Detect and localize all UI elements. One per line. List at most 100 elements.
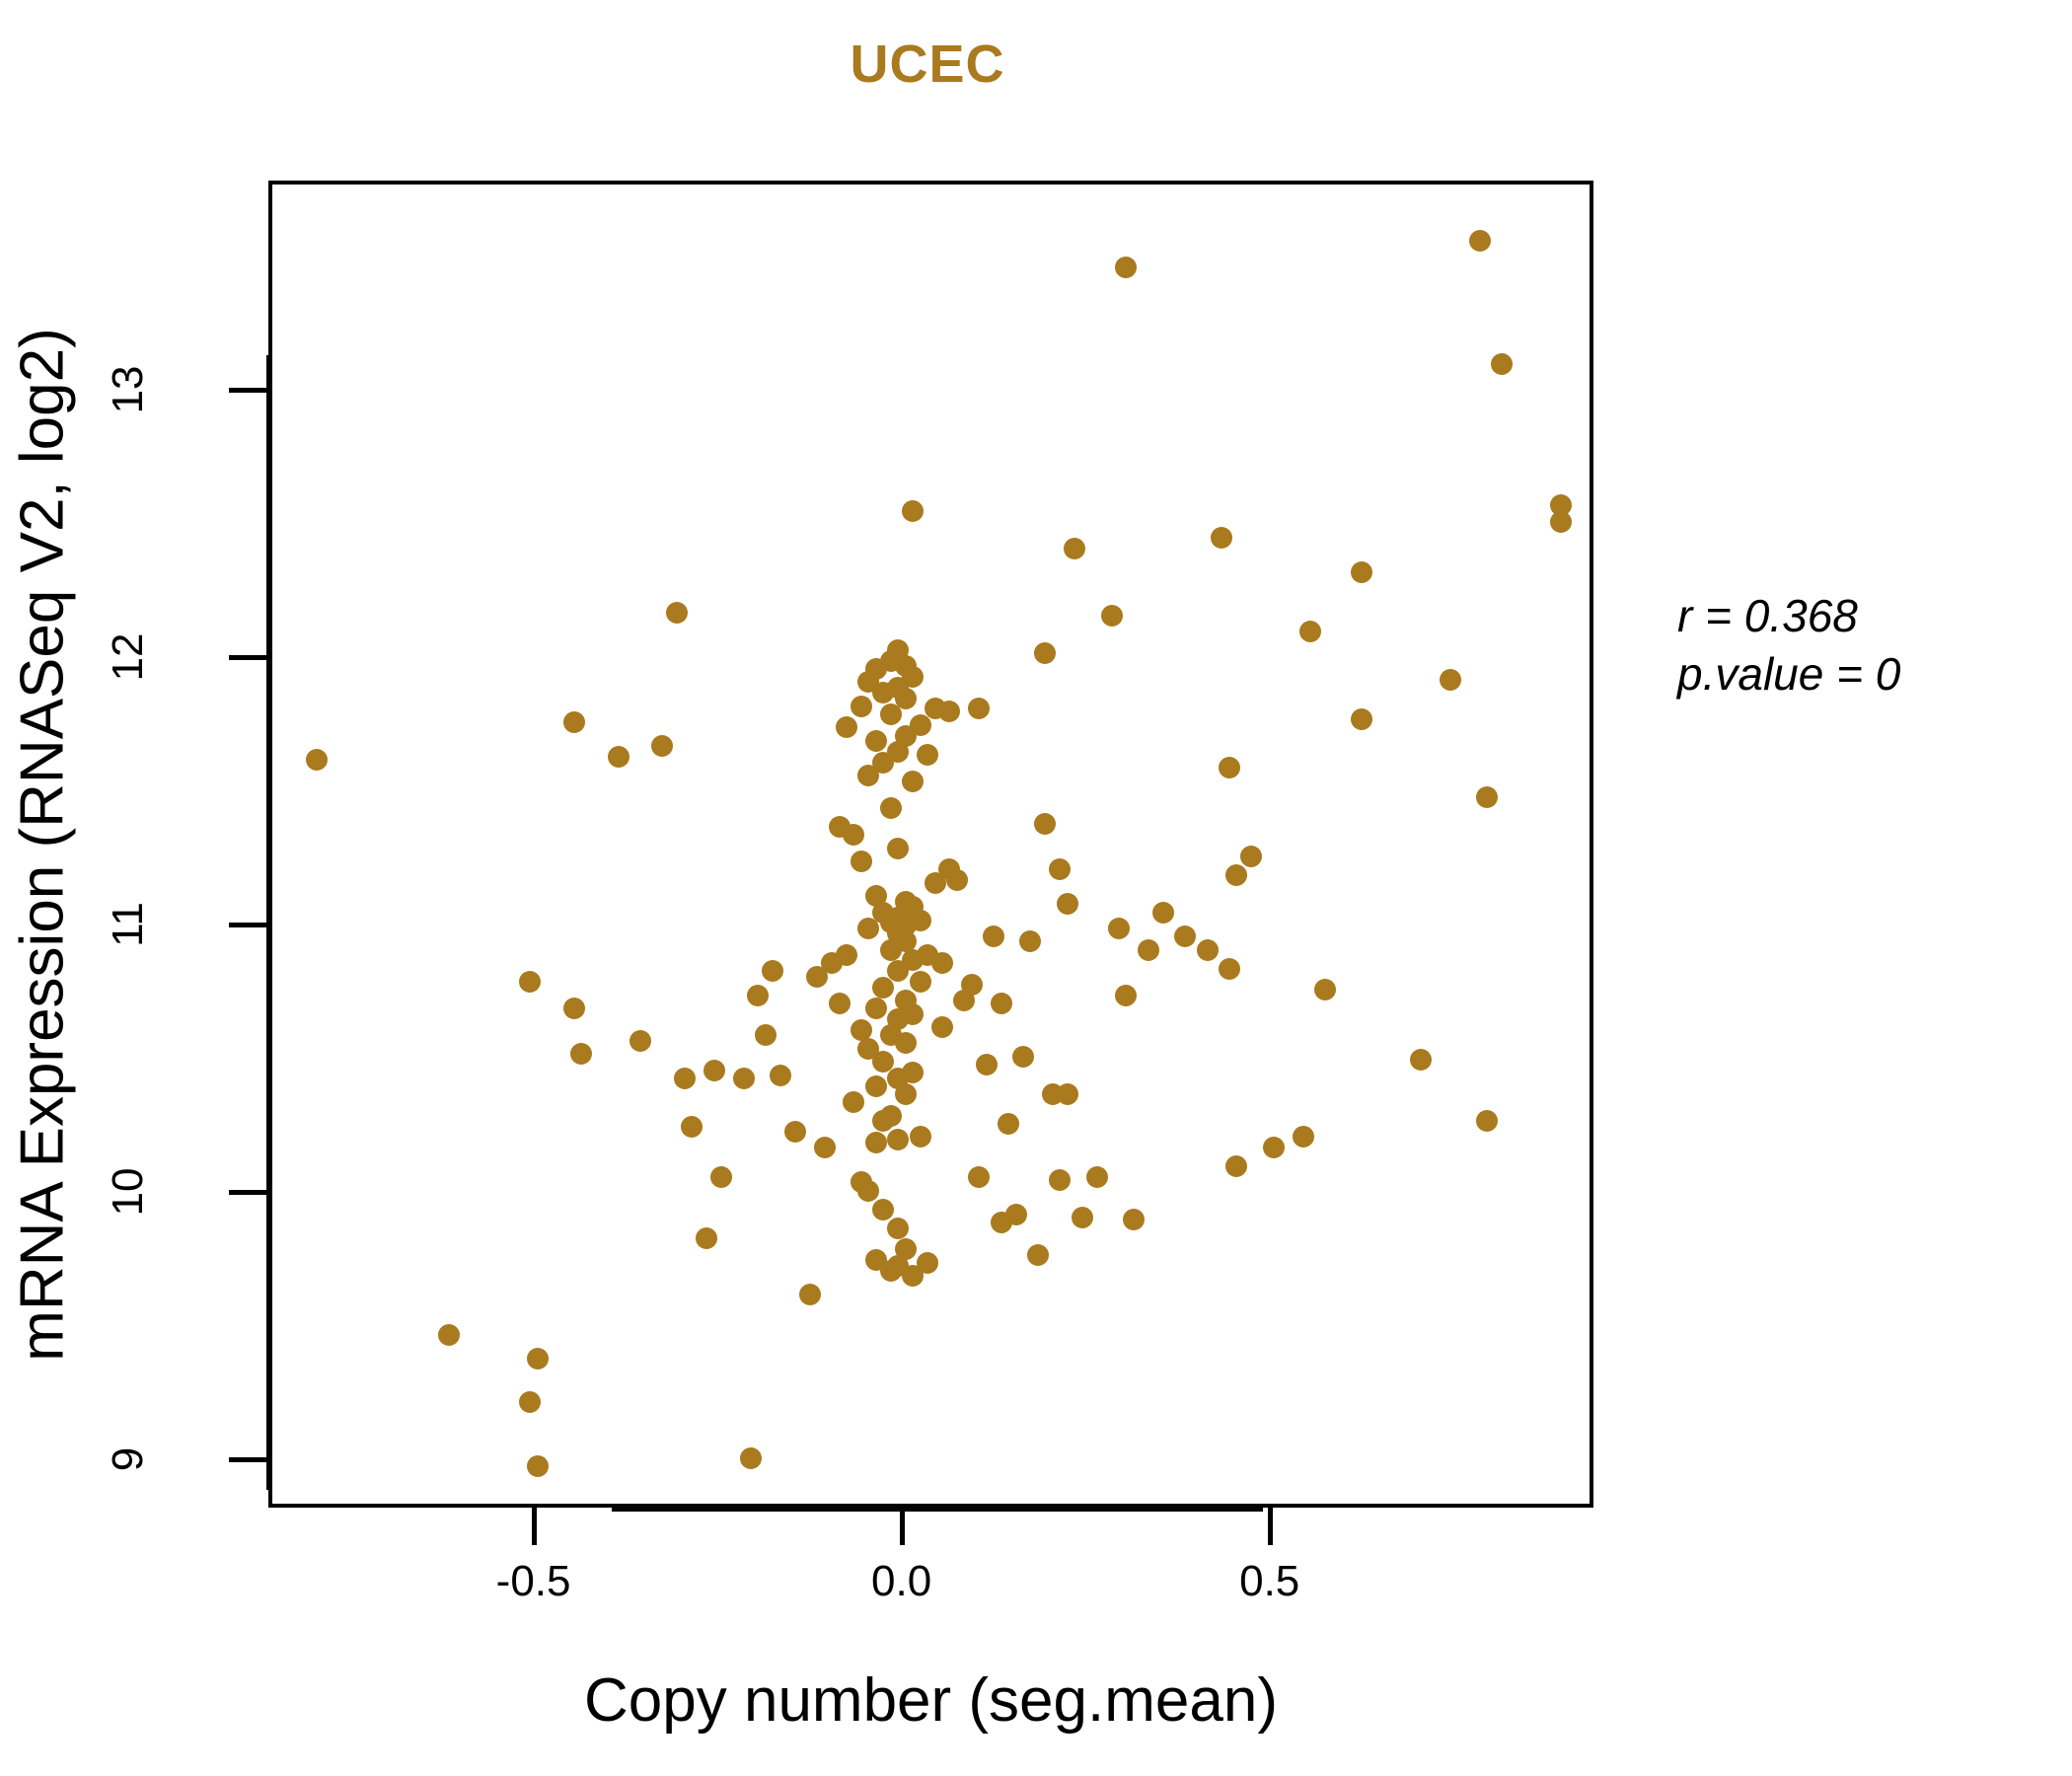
data-point <box>1491 352 1513 375</box>
data-point <box>887 1217 910 1239</box>
data-point <box>843 1091 865 1114</box>
y-axis-tick-label: 13 <box>104 365 152 413</box>
data-point <box>519 971 542 994</box>
data-point <box>924 871 946 894</box>
data-point <box>629 1029 652 1052</box>
data-point <box>754 1024 777 1047</box>
data-point <box>747 984 770 1006</box>
y-axis-tick-label: 10 <box>104 1167 152 1217</box>
y-axis-tick-label: 11 <box>104 902 152 947</box>
data-point <box>1439 668 1461 691</box>
data-point <box>1299 620 1322 642</box>
data-point <box>960 973 983 996</box>
data-point <box>651 735 674 758</box>
data-point <box>806 965 829 988</box>
data-point <box>850 1018 872 1041</box>
data-point <box>562 998 585 1020</box>
data-point <box>1108 917 1131 939</box>
data-point <box>968 1166 991 1189</box>
page-title: UCEC <box>850 35 1005 94</box>
data-point <box>1409 1048 1432 1071</box>
data-point <box>894 1082 917 1105</box>
data-point <box>902 1002 925 1025</box>
data-point <box>909 1126 931 1148</box>
data-point <box>828 992 851 1014</box>
data-point <box>1137 938 1159 961</box>
data-point <box>850 695 872 717</box>
data-point <box>1049 1168 1072 1191</box>
data-point <box>1115 257 1138 279</box>
x-axis-tick <box>531 1508 537 1545</box>
data-point <box>879 703 902 725</box>
data-point <box>850 851 872 873</box>
data-point <box>519 1390 542 1413</box>
y-axis-line <box>266 355 271 1490</box>
data-point <box>1019 930 1042 953</box>
data-point <box>1049 858 1072 881</box>
x-axis-tick <box>1267 1508 1273 1545</box>
data-point <box>703 1059 725 1081</box>
data-point <box>1476 1110 1499 1133</box>
data-point <box>887 1129 910 1151</box>
data-point <box>813 1137 836 1159</box>
data-point <box>710 1166 733 1189</box>
data-point <box>1012 1046 1035 1068</box>
data-point <box>872 976 895 999</box>
data-point <box>769 1064 791 1086</box>
data-point <box>570 1043 593 1066</box>
data-point <box>1026 1243 1049 1266</box>
data-point <box>305 749 328 771</box>
data-point <box>872 1198 895 1221</box>
data-point <box>998 1112 1020 1135</box>
x-axis-tick-label: 0.0 <box>871 1557 932 1605</box>
data-point <box>526 1348 549 1370</box>
data-point <box>1225 863 1248 886</box>
data-point <box>732 1067 755 1089</box>
data-point <box>1549 494 1572 517</box>
data-point <box>1004 1204 1027 1225</box>
data-point <box>1225 1155 1248 1178</box>
data-point <box>835 943 857 966</box>
data-point <box>1122 1209 1145 1231</box>
y-axis-tick <box>229 922 268 927</box>
y-axis-title: mRNA Expression (RNASeq V2, log2) <box>8 327 77 1362</box>
data-point <box>879 1104 902 1127</box>
y-axis-title-container: mRNA Expression (RNASeq V2, log2) <box>0 181 85 1508</box>
y-axis-tick-label: 9 <box>104 1446 152 1472</box>
data-point <box>1549 510 1572 533</box>
data-point <box>864 730 887 753</box>
data-point <box>983 925 1005 947</box>
data-point <box>909 909 931 931</box>
x-axis-tick <box>899 1508 905 1545</box>
data-point <box>894 1238 917 1261</box>
data-point <box>696 1227 718 1250</box>
data-point <box>1351 708 1373 731</box>
data-point <box>1115 984 1138 1006</box>
data-point <box>917 1251 939 1274</box>
data-point <box>783 1120 806 1143</box>
data-point <box>1468 229 1491 252</box>
data-point <box>1056 1082 1078 1105</box>
y-axis-tick <box>229 1457 268 1463</box>
data-point <box>887 837 910 859</box>
y-axis-tick-label: 12 <box>104 632 152 682</box>
data-point <box>1151 901 1174 924</box>
data-point <box>681 1115 703 1138</box>
data-point <box>1071 1206 1093 1228</box>
data-point <box>798 1284 821 1306</box>
data-point <box>902 1265 925 1288</box>
data-point <box>1056 893 1078 916</box>
data-point <box>872 1051 895 1073</box>
data-point <box>902 770 925 792</box>
data-point <box>1218 957 1240 980</box>
data-point <box>909 713 931 736</box>
data-point <box>879 796 902 819</box>
data-point <box>562 711 585 734</box>
data-point <box>975 1054 998 1076</box>
data-point <box>902 665 925 688</box>
data-point <box>902 1062 925 1084</box>
data-point <box>1034 813 1057 836</box>
x-axis-tick-label: -0.5 <box>495 1557 571 1605</box>
data-point <box>894 930 917 953</box>
data-point <box>864 1131 887 1153</box>
